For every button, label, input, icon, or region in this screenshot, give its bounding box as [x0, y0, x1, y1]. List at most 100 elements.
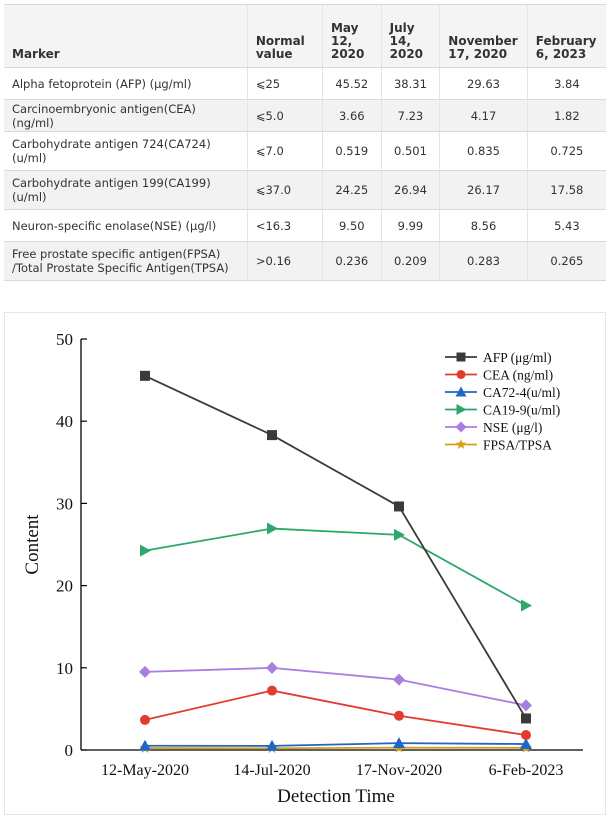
y-tick-label: 40: [56, 412, 73, 431]
x-tick-label: 17-Nov-2020: [356, 762, 442, 779]
legend-item: CA19-9(u/ml): [445, 403, 560, 418]
marker-name-cell: Carbohydrate antigen 199(CA199) (u/ml): [4, 170, 248, 210]
legend-item: CA72-4(u/ml): [445, 385, 560, 400]
series-3: [140, 522, 532, 612]
table-row: Carbohydrate antigen 724(CA724) (u/ml) ⩽7.…: [4, 131, 606, 171]
marker-table-wrapper: Marker Normal value May 12, 2020 July 14, 202…: [4, 4, 606, 281]
data-point: [521, 599, 532, 612]
marker-name: Carbohydrate antigen 724(CA724): [12, 137, 211, 151]
marker-name: Neuron-specific enolase(NSE) (μg/l): [12, 218, 217, 233]
x-tick-label: 6-Feb-2023: [489, 762, 564, 779]
data-point: [520, 699, 532, 712]
x-axis-title: Detection Time: [277, 786, 395, 807]
series-line: [144, 742, 527, 747]
series-2: [139, 737, 532, 751]
legend-label: NSE (μg/l): [483, 420, 542, 435]
value-cell: 4.17: [439, 99, 528, 132]
legend-item: FPSA/TPSA: [445, 438, 552, 453]
legend-item: AFP (μg/ml): [445, 350, 552, 365]
value-cell: 0.283: [439, 241, 528, 281]
table-row: Carbohydrate antigen 199(CA199) (u/ml) ⩽37…: [4, 170, 606, 210]
line-chart: 0 10 20 30 40 50 12-May-2020 14-Jul-2020 17-Nov-…: [22, 330, 583, 807]
legend-label: CA19-9(u/ml): [483, 403, 560, 418]
data-point: [140, 714, 150, 725]
legend: AFP (μg/ml) CEA (ng/ml) CA72-4(u/ml) CA19-9…: [445, 350, 560, 453]
y-tick-label: 30: [56, 494, 73, 513]
legend-marker: [455, 439, 467, 449]
data-point: [139, 665, 151, 678]
header-date-3: November 17, 2020: [439, 4, 528, 68]
marker-table: Marker Normal value May 12, 2020 July 14, 202…: [4, 4, 606, 281]
series-0: [140, 370, 531, 724]
marker-name-cell: Carcinoembryonic antigen(CEA) (ng/ml): [4, 99, 248, 132]
data-point: [394, 710, 404, 721]
series-line: [144, 689, 527, 736]
table-row: Carcinoembryonic antigen(CEA) (ng/ml) ⩽5.…: [4, 99, 606, 132]
value-cell: 8.56: [439, 209, 528, 242]
data-point: [267, 685, 277, 696]
marker-name: Carbohydrate antigen 199(CA199): [12, 176, 211, 190]
data-point: [266, 739, 278, 751]
value-cell: 24.25: [321, 170, 382, 210]
value-cell: 1.82: [526, 99, 606, 132]
marker-name: Carcinoembryonic antigen(CEA) (ng/ml): [12, 101, 196, 130]
header-date-1: May 12, 2020: [321, 4, 382, 68]
data-point: [394, 501, 404, 512]
normal-value-cell: <16.3: [246, 209, 323, 242]
marker-name-cell: Alpha fetoprotein (AFP) (μg/ml): [4, 67, 248, 100]
data-point: [266, 661, 278, 674]
value-cell: 29.63: [439, 67, 528, 100]
value-cell: 9.50: [321, 209, 382, 242]
legend-label: FPSA/TPSA: [483, 438, 552, 453]
marker-name: Alpha fetoprotein (AFP) (μg/ml): [12, 76, 192, 91]
data-point: [521, 730, 531, 741]
y-tick-label: 10: [56, 659, 73, 678]
value-cell: 0.519: [321, 131, 382, 171]
value-cell: 9.99: [380, 209, 440, 242]
data-point: [267, 522, 278, 535]
marker-name-cell: Neuron-specific enolase(NSE) (μg/l): [4, 209, 248, 242]
legend-marker: [455, 386, 467, 397]
value-cell: 3.66: [321, 99, 382, 132]
header-date-2: July 14, 2020: [380, 4, 440, 68]
series-1: [140, 685, 531, 741]
legend-marker: [456, 404, 467, 415]
data-point: [140, 544, 151, 557]
data-point: [394, 528, 405, 541]
value-cell: 7.23: [380, 99, 440, 132]
series-4: [139, 661, 532, 712]
marker-name: /Total Prostate Specific Antigen(TPSA): [12, 261, 229, 275]
y-axis-title: Content: [22, 514, 43, 575]
table-header-row: Marker Normal value May 12, 2020 July 14, 202…: [4, 4, 606, 68]
value-cell: 26.17: [439, 170, 528, 210]
value-cell: 0.835: [439, 131, 528, 171]
table-row: Free prostate specific antigen(FPSA)/Tot…: [4, 241, 606, 281]
data-point: [393, 737, 405, 749]
legend-label: AFP (μg/ml): [483, 350, 552, 365]
marker-name: (u/ml): [12, 151, 47, 165]
header-date-4: February 6, 2023: [526, 4, 606, 68]
series-line: [144, 746, 527, 750]
value-cell: 0.501: [380, 131, 440, 171]
header-marker: Marker: [4, 4, 248, 68]
marker-name: (u/ml): [12, 190, 47, 204]
normal-value-cell: ⩽5.0: [246, 99, 323, 132]
legend-marker: [456, 370, 466, 379]
series-line: [144, 375, 527, 719]
value-cell: 0.725: [526, 131, 606, 171]
value-cell: 0.209: [380, 241, 440, 281]
marker-name: Free prostate specific antigen(FPSA): [12, 247, 221, 261]
series-line: [144, 527, 527, 607]
data-point: [521, 713, 531, 724]
value-cell: 5.43: [526, 209, 606, 242]
y-tick-label: 50: [56, 330, 73, 349]
data-point: [520, 738, 532, 750]
normal-value-cell: >0.16: [246, 241, 323, 281]
data-point: [139, 739, 151, 751]
y-tick-label: 0: [65, 741, 74, 760]
normal-value-cell: ⩽7.0: [246, 131, 323, 171]
value-cell: 26.94: [380, 170, 440, 210]
legend-label: CA72-4(u/ml): [483, 385, 560, 400]
value-cell: 0.236: [321, 241, 382, 281]
x-tick-label: 12-May-2020: [101, 762, 189, 779]
